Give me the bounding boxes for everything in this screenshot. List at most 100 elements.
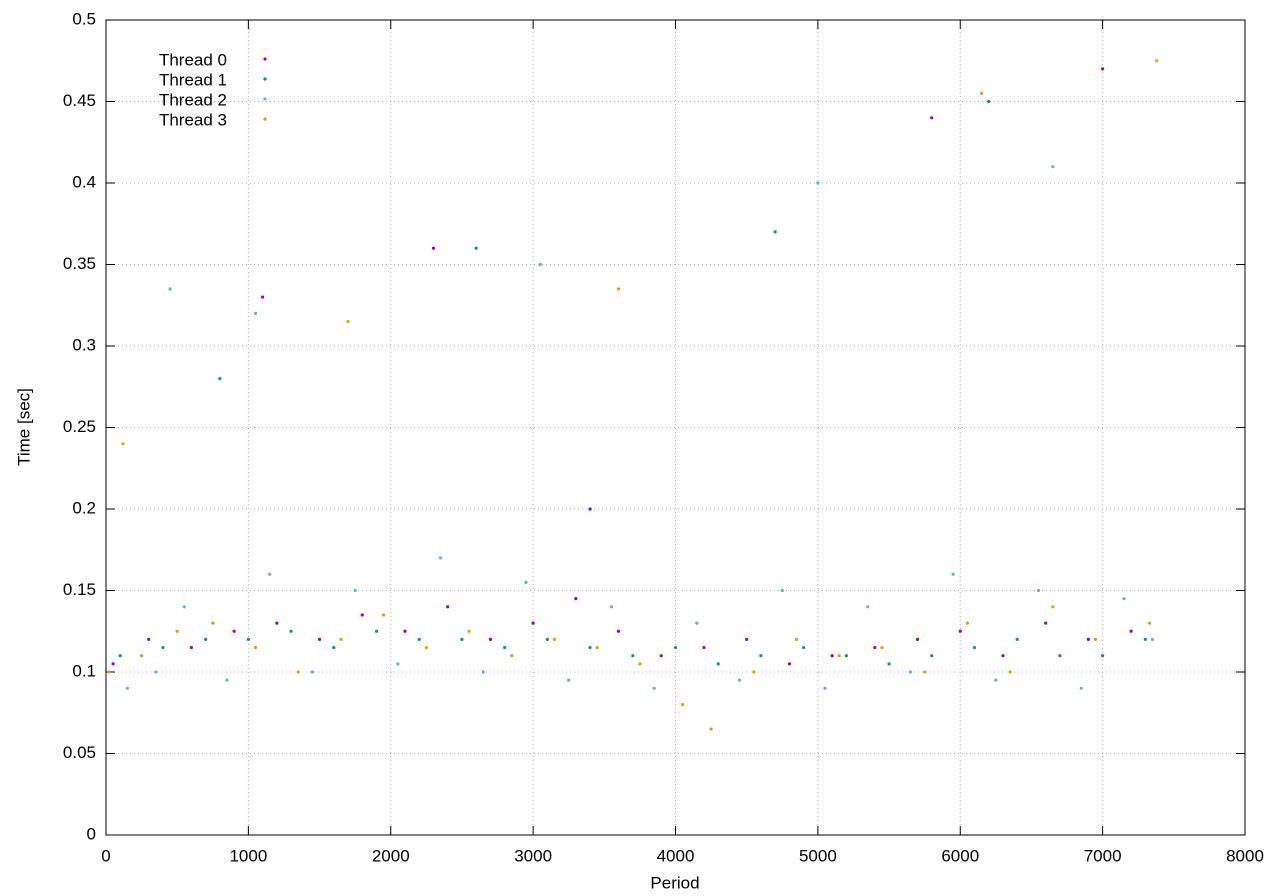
y-axis-label: Time [sec] bbox=[14, 388, 33, 466]
point bbox=[488, 637, 493, 642]
point bbox=[317, 637, 322, 642]
point bbox=[346, 319, 350, 324]
point bbox=[275, 621, 279, 625]
point bbox=[403, 629, 407, 633]
point bbox=[588, 507, 592, 511]
point bbox=[574, 597, 578, 601]
point bbox=[616, 287, 621, 291]
point bbox=[737, 678, 742, 682]
point bbox=[908, 670, 913, 674]
point bbox=[652, 686, 656, 690]
point bbox=[1051, 605, 1055, 609]
point bbox=[609, 605, 614, 609]
point bbox=[1044, 621, 1048, 625]
point bbox=[588, 645, 592, 650]
point bbox=[1101, 67, 1105, 71]
point bbox=[1051, 165, 1055, 169]
point bbox=[716, 662, 720, 666]
point bbox=[125, 686, 129, 690]
point bbox=[121, 442, 125, 446]
y-tick-label: 0.2 bbox=[72, 498, 96, 517]
x-axis-label: Period bbox=[650, 873, 699, 892]
point bbox=[189, 645, 194, 650]
point bbox=[951, 572, 955, 576]
point bbox=[1148, 621, 1152, 625]
x-tick-label: 4000 bbox=[657, 846, 695, 865]
point bbox=[424, 645, 428, 650]
point bbox=[1129, 629, 1133, 633]
point bbox=[139, 654, 144, 658]
point bbox=[510, 654, 514, 658]
point bbox=[994, 678, 998, 682]
point bbox=[837, 654, 841, 658]
point bbox=[638, 662, 642, 666]
point bbox=[374, 629, 379, 633]
point bbox=[915, 637, 920, 642]
legend-label: Thread 2 bbox=[159, 90, 227, 109]
point bbox=[107, 670, 111, 674]
point bbox=[1036, 588, 1041, 593]
point bbox=[531, 621, 535, 625]
point bbox=[887, 662, 891, 666]
point bbox=[616, 629, 621, 633]
point bbox=[1058, 654, 1062, 658]
point bbox=[958, 629, 962, 633]
point bbox=[816, 181, 820, 185]
point bbox=[567, 678, 571, 682]
point bbox=[1101, 654, 1105, 658]
point bbox=[673, 645, 678, 650]
point bbox=[118, 654, 122, 658]
point bbox=[930, 654, 934, 658]
point bbox=[396, 662, 400, 666]
point bbox=[1093, 637, 1098, 642]
y-tick-label: 0.1 bbox=[72, 661, 96, 680]
point bbox=[182, 605, 186, 609]
y-tick-label: 0.25 bbox=[63, 417, 96, 436]
point bbox=[1086, 637, 1090, 642]
point bbox=[1008, 670, 1012, 674]
point bbox=[538, 262, 542, 267]
point bbox=[631, 654, 635, 658]
point bbox=[353, 588, 357, 593]
point bbox=[253, 645, 258, 650]
point bbox=[460, 637, 464, 642]
x-tick-label: 0 bbox=[101, 846, 110, 865]
y-tick-label: 0.3 bbox=[72, 335, 96, 354]
legend-label: Thread 1 bbox=[159, 70, 227, 89]
y-tick-label: 0 bbox=[87, 824, 96, 843]
x-tick-label: 1000 bbox=[229, 846, 267, 865]
point bbox=[154, 670, 158, 674]
point bbox=[844, 654, 848, 658]
y-tick-label: 0.35 bbox=[63, 254, 96, 273]
point bbox=[147, 637, 151, 642]
y-tick-label: 0.45 bbox=[63, 91, 96, 110]
point bbox=[866, 605, 870, 609]
point bbox=[431, 246, 436, 250]
point bbox=[752, 670, 756, 674]
point bbox=[595, 645, 599, 650]
point bbox=[474, 246, 478, 250]
point bbox=[545, 637, 549, 642]
point bbox=[823, 686, 827, 690]
x-tick-label: 6000 bbox=[941, 846, 979, 865]
x-tick-label: 8000 bbox=[1226, 846, 1264, 865]
point bbox=[332, 645, 336, 650]
point bbox=[211, 621, 215, 625]
point bbox=[1150, 637, 1155, 642]
point bbox=[310, 670, 315, 674]
point bbox=[268, 572, 272, 576]
x-tick-label: 2000 bbox=[372, 846, 410, 865]
legend-marker bbox=[263, 97, 267, 101]
point bbox=[289, 629, 293, 633]
point bbox=[794, 637, 799, 642]
point bbox=[787, 662, 792, 666]
point bbox=[232, 629, 236, 633]
point bbox=[972, 645, 977, 650]
point bbox=[1015, 637, 1019, 642]
legend-label: Thread 3 bbox=[159, 110, 227, 129]
point bbox=[296, 670, 300, 674]
point bbox=[382, 613, 386, 617]
point bbox=[659, 654, 663, 658]
point bbox=[360, 613, 364, 617]
